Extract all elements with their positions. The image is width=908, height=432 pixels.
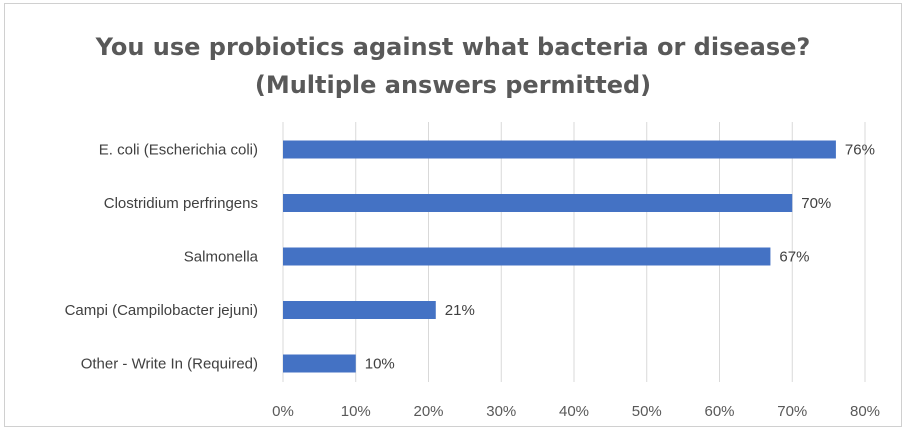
chart-title-line-1: You use probiotics against what bacteria… <box>95 33 811 61</box>
bar-3 <box>283 247 771 266</box>
data-label: 10% <box>365 356 395 373</box>
category-label: Clostridium perfringens <box>104 195 258 212</box>
chart-title-line-2: (Multiple answers permitted) <box>254 71 652 99</box>
category-label: E. coli (Escherichia coli) <box>99 142 258 159</box>
bar-5 <box>283 354 356 373</box>
x-tick-label: 40% <box>559 403 589 420</box>
category-label: Other - Write In (Required) <box>81 356 258 373</box>
x-tick-label: 20% <box>413 403 443 420</box>
data-label: 70% <box>801 195 831 212</box>
bar-1 <box>283 140 836 159</box>
category-label: Salmonella <box>184 249 259 266</box>
data-label: 76% <box>845 142 875 159</box>
x-tick-label: 70% <box>777 403 807 420</box>
x-tick-label: 0% <box>272 403 294 420</box>
data-label: 67% <box>779 249 809 266</box>
category-label: Campi (Campilobacter jejuni) <box>65 302 258 319</box>
bar-2 <box>283 194 793 212</box>
x-tick-label: 10% <box>341 403 371 420</box>
data-label: 21% <box>445 302 475 319</box>
labels: 0% 10% 20% 30% 40% 50% 60% 70% 80% E. coli (Esche… <box>65 142 880 421</box>
x-tick-label: 80% <box>850 403 880 420</box>
x-tick-label: 30% <box>486 403 516 420</box>
x-tick-label: 60% <box>704 403 734 420</box>
bars <box>283 140 836 373</box>
chart-frame: You use probiotics against what bacteria… <box>4 3 902 427</box>
x-tick-label: 50% <box>632 403 662 420</box>
bar-4 <box>283 301 436 319</box>
